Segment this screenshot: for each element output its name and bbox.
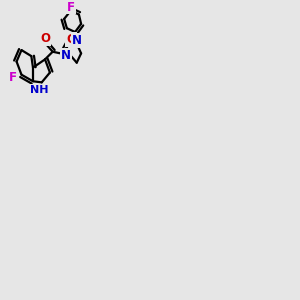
Text: F: F: [67, 1, 75, 13]
Text: N: N: [72, 34, 82, 47]
Text: F: F: [9, 71, 17, 84]
Text: NH: NH: [29, 85, 48, 95]
Text: O: O: [66, 33, 76, 46]
Text: O: O: [40, 32, 51, 45]
Text: N: N: [61, 49, 71, 62]
